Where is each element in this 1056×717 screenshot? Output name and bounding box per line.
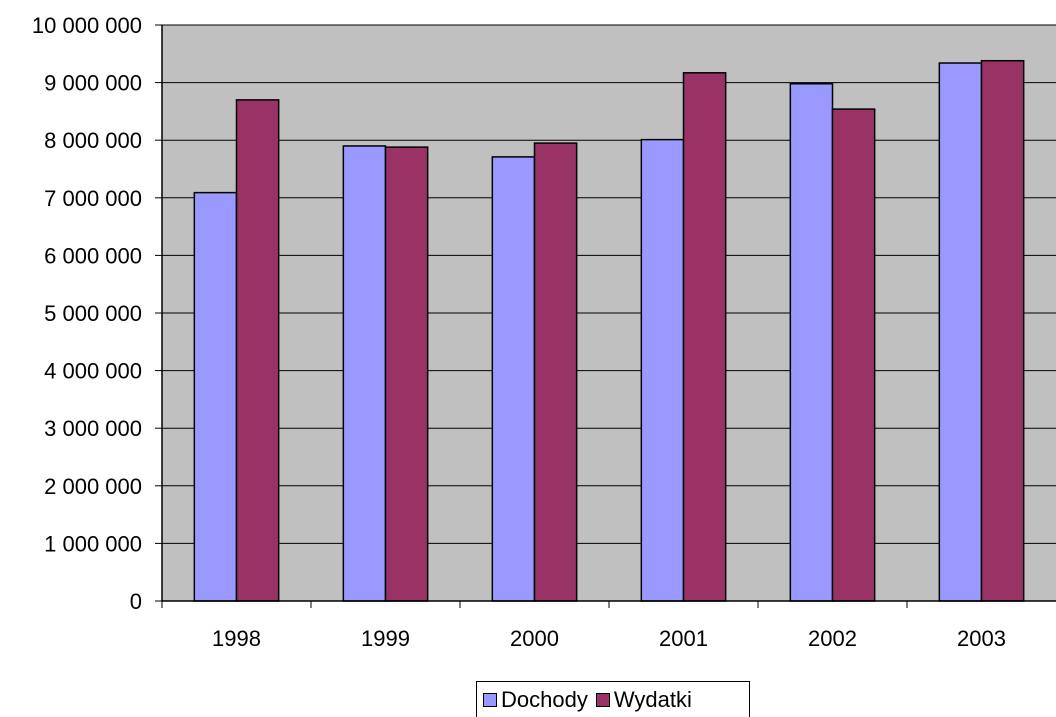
bars <box>193 59 1025 602</box>
y-tick-label: 1 000 000 <box>44 531 142 556</box>
bar-wydatki-2001 <box>682 72 727 602</box>
bar-wydatki-1999 <box>384 146 429 602</box>
legend-label-wydatki: Wydatki <box>613 686 692 712</box>
x-tick-label: 2001 <box>659 626 708 651</box>
y-tick-label: 7 000 000 <box>44 186 142 211</box>
bar-dochody-2003 <box>938 62 983 602</box>
legend-label-dochody: Dochody <box>501 686 588 712</box>
y-tick-label: 8 000 000 <box>44 128 142 153</box>
y-tick-label: 6 000 000 <box>44 243 142 268</box>
bar-dochody-2001 <box>640 138 685 602</box>
x-tick-label: 2002 <box>808 626 857 651</box>
y-tick-label: 4 000 000 <box>44 359 142 384</box>
bar-wydatki-2002 <box>831 108 876 602</box>
y-tick-label: 9 000 000 <box>44 71 142 96</box>
x-tick-label: 1998 <box>212 626 261 651</box>
bar-wydatki-2000 <box>533 142 578 602</box>
legend-swatch-wydatki <box>595 692 610 707</box>
bar-wydatki-1998 <box>235 99 280 602</box>
x-tick-label: 2000 <box>510 626 559 651</box>
bar-dochody-2000 <box>491 156 536 602</box>
legend-swatch-dochody <box>483 692 497 707</box>
x-tick-label: 1999 <box>361 626 410 651</box>
axes <box>155 24 1056 608</box>
y-tick-label: 2 000 000 <box>44 474 142 499</box>
bar-wydatki-2003 <box>980 59 1025 602</box>
bar-dochody-2002 <box>789 83 834 602</box>
y-tick-labels: 0 1 000 000 2 000 000 3 000 000 4 000 000 5 0… <box>32 13 142 614</box>
y-tick-label: 5 000 000 <box>44 301 142 326</box>
legend-item-wydatki: Wydatki <box>595 686 692 713</box>
y-tick-label: 10 000 000 <box>32 13 142 38</box>
bar-dochody-1999 <box>342 145 387 602</box>
y-tick-label: 3 000 000 <box>44 416 142 441</box>
x-tick-labels: 1998 1999 2000 2001 2002 2003 <box>212 626 1006 651</box>
y-tick-label: 0 <box>130 589 142 614</box>
legend: Dochody Wydatki <box>476 681 750 717</box>
legend-item-dochody: Dochody <box>483 687 588 713</box>
bar-dochody-1998 <box>193 191 238 602</box>
x-tick-label: 2003 <box>957 626 1006 651</box>
